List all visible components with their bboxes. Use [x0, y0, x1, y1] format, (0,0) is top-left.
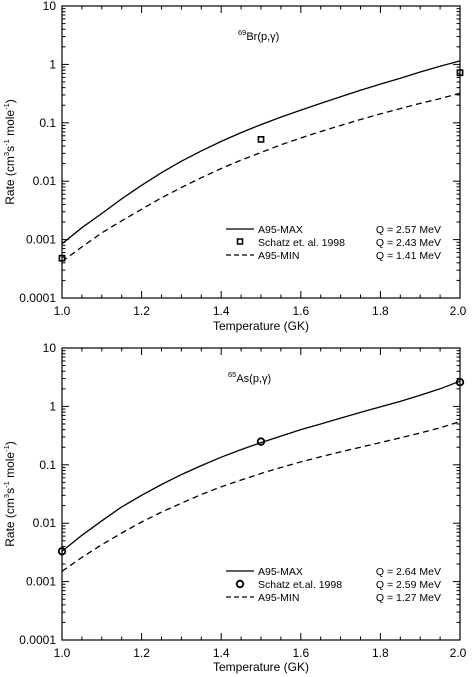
x-tick-label: 1.8: [372, 646, 389, 660]
y-tick-label: 1: [49, 57, 56, 71]
y-tick-label: 0.01: [33, 174, 57, 188]
y-tick-label: 0.001: [26, 233, 56, 247]
y-tick-labels: 10 1 0.1 0.01 0.001 0.0001: [19, 341, 56, 647]
y-axis-label: Rate (cm3s-1 mole-1): [2, 441, 17, 547]
legend-marker-square: [236, 238, 244, 245]
legend: A95-MAX Schatz et.al. 1998 A95-MIN Q = 2…: [226, 566, 441, 604]
y-tick-labels: 10 1 0.1 0.01 0.001 0.0001: [19, 0, 56, 305]
legend-label: A95-MAX: [258, 566, 303, 578]
x-tick-label: 1.4: [213, 304, 230, 318]
legend-label: Schatz et. al. 1998: [258, 237, 345, 249]
y-axis-label: Rate (cm3s-1 mole-1): [2, 99, 17, 205]
series-line-max: [61, 380, 461, 552]
x-tick-label: 1.2: [133, 304, 150, 318]
legend-label: A95-MIN: [258, 592, 299, 604]
y-tick-label: 0.01: [33, 516, 57, 530]
legend-label: A95-MAX: [258, 224, 303, 236]
x-tick-label: 1.4: [213, 646, 230, 660]
series-layer: [58, 60, 464, 263]
legend-q-value: Q = 2.64 MeV: [376, 566, 441, 578]
series-line-min: [61, 420, 461, 572]
legend-q-value: Q = 2.43 MeV: [376, 237, 441, 249]
y-tick-label: 0.0001: [19, 291, 56, 305]
legend-q-value: Q = 1.41 MeV: [376, 250, 441, 262]
legend: A95-MAX Schatz et. al. 1998 A95-MIN Q = …: [226, 224, 441, 262]
legend-q-value: Q = 2.57 MeV: [376, 224, 441, 236]
x-tick-label: 2.0: [450, 304, 467, 318]
y-tick-label: 0.0001: [19, 633, 56, 647]
data-point: [455, 378, 465, 387]
data-point: [456, 69, 464, 77]
data-point: [57, 547, 67, 556]
x-tick-label: 1.2: [133, 646, 150, 660]
chart-panel-1: 10 1 0.1 0.01 0.001 0.0001 1.0 1.2 1.4 1…: [2, 0, 467, 333]
y-tick-label: 1: [49, 399, 56, 413]
x-tick-label: 1.6: [292, 646, 309, 660]
y-tick-label: 10: [43, 341, 57, 355]
x-tick-label: 1.6: [292, 304, 309, 318]
legend-label: A95-MIN: [258, 250, 299, 262]
legend-marker-circle: [235, 579, 245, 589]
series-line-max: [61, 60, 461, 245]
y-tick-label: 0.1: [39, 116, 56, 130]
x-tick-label: 1.0: [54, 304, 71, 318]
legend-q-value: Q = 1.27 MeV: [376, 592, 441, 604]
y-tick-label: 10: [43, 0, 57, 13]
reaction-label: 65As(p,γ): [228, 370, 271, 385]
x-tick-labels: 1.0 1.2 1.4 1.6 1.8 2.0: [54, 646, 467, 660]
series-layer: [57, 378, 465, 572]
y-tick-label: 0.001: [26, 575, 56, 589]
x-tick-label: 2.0: [450, 646, 467, 660]
chart-panel-2: 10 1 0.1 0.01 0.001 0.0001 1.0 1.2 1.4 1…: [2, 341, 467, 674]
legend-q-value: Q = 2.59 MeV: [376, 579, 441, 591]
data-point: [256, 437, 266, 446]
legend-label: Schatz et.al. 1998: [258, 579, 342, 591]
x-axis-label: Temperature (GK): [213, 660, 309, 674]
x-tick-label: 1.8: [372, 304, 389, 318]
ticks-layer: [61, 5, 461, 299]
x-tick-labels: 1.0 1.2 1.4 1.6 1.8 2.0: [54, 304, 467, 318]
x-tick-label: 1.0: [54, 646, 71, 660]
x-axis-label: Temperature (GK): [213, 319, 309, 333]
y-tick-label: 0.1: [39, 458, 56, 472]
data-point: [257, 136, 265, 143]
series-line-min: [61, 92, 461, 263]
reaction-label: 69Br(p,γ): [238, 28, 279, 43]
